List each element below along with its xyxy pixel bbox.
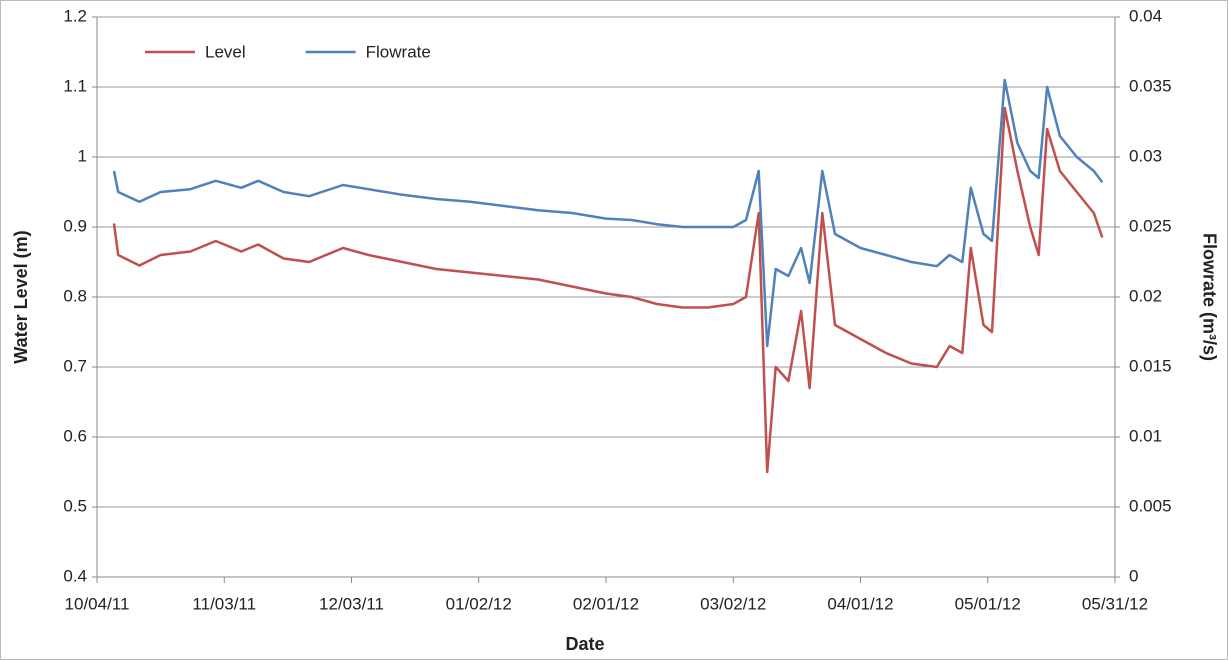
- y2-tick-label: 0.025: [1129, 216, 1172, 235]
- x-tick-label: 11/03/11: [192, 594, 256, 613]
- legend-label: Level: [205, 42, 246, 61]
- x-tick-label: 10/04/11: [65, 594, 130, 613]
- y2-tick-label: 0: [1129, 566, 1138, 585]
- y2-tick-label: 0.005: [1129, 496, 1172, 515]
- legend-label: Flowrate: [366, 42, 431, 61]
- y2-tick-label: 0.04: [1129, 6, 1162, 25]
- y-tick-label: 1.2: [63, 6, 87, 25]
- x-tick-label: 01/02/12: [446, 594, 512, 613]
- y-tick-label: 0.4: [63, 566, 87, 585]
- y-axis-title: Water Level (m): [11, 230, 31, 363]
- y2-axis-title: Flowrate (m³/s): [1199, 233, 1219, 361]
- x-tick-label: 05/31/12: [1082, 594, 1148, 613]
- y2-tick-label: 0.02: [1129, 286, 1162, 305]
- y2-tick-label: 0.01: [1129, 426, 1162, 445]
- y-tick-label: 1: [78, 146, 87, 165]
- x-tick-label: 12/03/11: [319, 594, 384, 613]
- y2-tick-label: 0.03: [1129, 146, 1162, 165]
- data-line: [112, 78, 1104, 348]
- x-tick-label: 03/02/12: [700, 594, 766, 613]
- y-tick-label: 0.9: [63, 216, 87, 235]
- y-tick-label: 0.8: [63, 286, 87, 305]
- data-line: [112, 106, 1104, 474]
- x-tick-label: 05/01/12: [955, 594, 1021, 613]
- x-axis-title: Date: [565, 634, 604, 654]
- x-tick-label: 02/01/12: [573, 594, 639, 613]
- y2-tick-label: 0.015: [1129, 356, 1172, 375]
- x-tick-label: 04/01/12: [827, 594, 893, 613]
- y2-tick-label: 0.035: [1129, 76, 1172, 95]
- y-tick-label: 0.7: [63, 356, 87, 375]
- y-tick-label: 0.5: [63, 496, 87, 515]
- y-tick-label: 1.1: [63, 76, 87, 95]
- y-tick-label: 0.6: [63, 426, 87, 445]
